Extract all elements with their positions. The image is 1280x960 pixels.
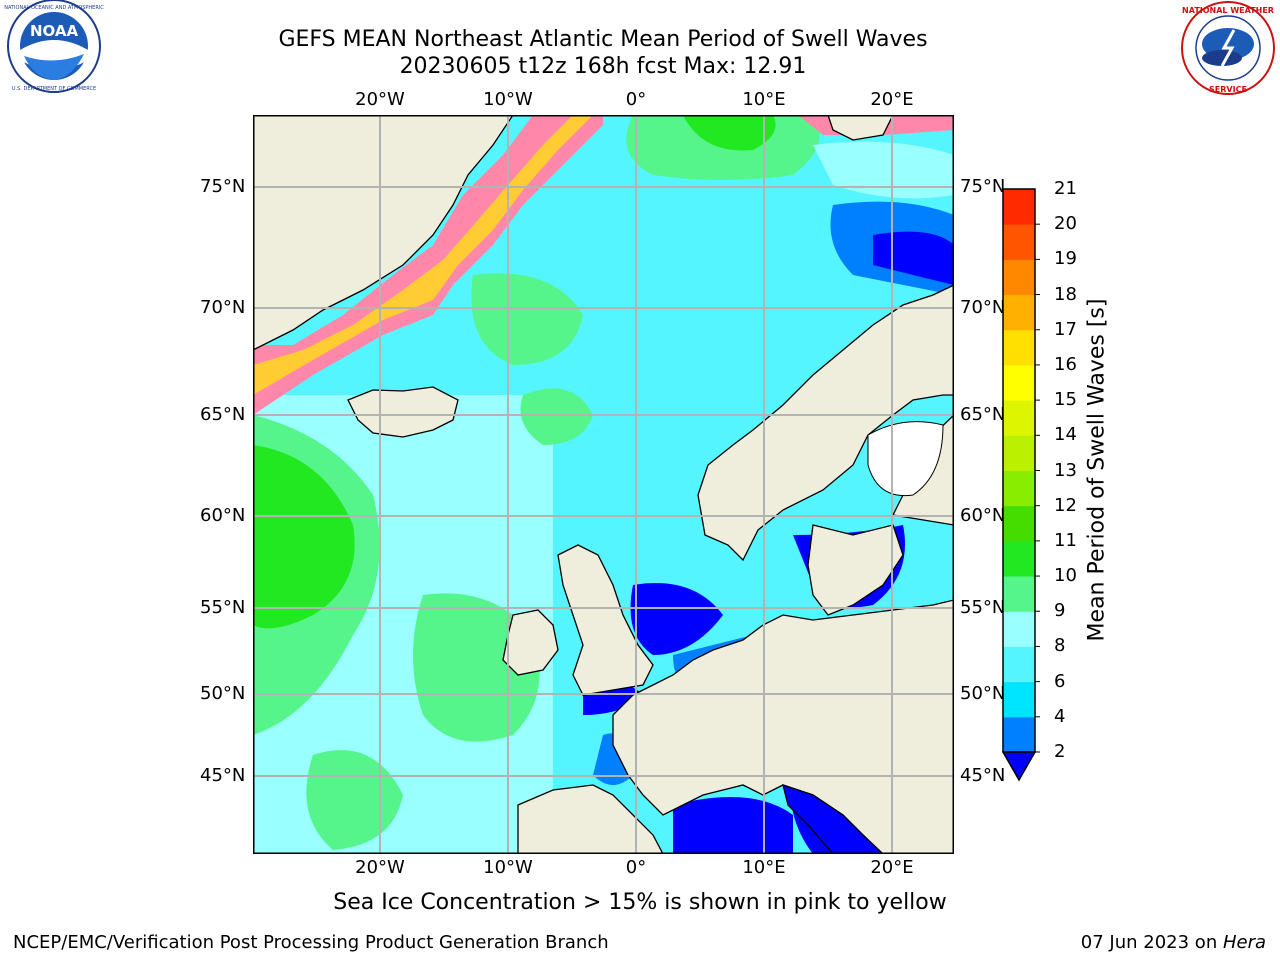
land-masses bbox=[253, 115, 954, 854]
lat-label-left-4: 60°N bbox=[200, 505, 246, 526]
lat-label-right-4: 60°N bbox=[960, 505, 1006, 526]
lat-label-right-1: 75°N bbox=[960, 176, 1006, 197]
svg-text:NOAA: NOAA bbox=[30, 22, 79, 40]
lat-label-left-1: 75°N bbox=[200, 176, 246, 197]
iceland bbox=[347, 386, 459, 438]
lon-label-bottom-2: 10°W bbox=[483, 857, 533, 878]
colorbar-segment bbox=[1003, 646, 1035, 683]
colorbar-label: Mean Period of Swell Waves [s] bbox=[1084, 298, 1110, 642]
colorbar-tick-label: 14 bbox=[1054, 424, 1077, 446]
footer-host: Hera bbox=[1222, 932, 1266, 953]
colorbar-segment bbox=[1003, 294, 1035, 331]
colorbar-segment bbox=[1003, 716, 1035, 753]
sea-ice-note: Sea Ice Concentration > 15% is shown in … bbox=[333, 890, 947, 915]
colorbar-tick-label: 17 bbox=[1054, 318, 1077, 340]
colorbar-tick-label: 2 bbox=[1054, 741, 1066, 762]
colorbar-segment bbox=[1003, 364, 1035, 401]
colorbar-tick-label: 11 bbox=[1054, 529, 1077, 551]
noaa-logo: NOAA NATIONAL OCEANIC AND ATMOSPHERIC U.… bbox=[4, 0, 104, 93]
svg-text:U.S. DEPARTMENT OF COMMERCE: U.S. DEPARTMENT OF COMMERCE bbox=[12, 86, 96, 92]
map-title: GEFS MEAN Northeast Atlantic Mean Period… bbox=[278, 27, 928, 52]
colorbar-segment bbox=[1003, 576, 1035, 612]
lon-label-top-4: 10°E bbox=[742, 89, 786, 110]
great-britain bbox=[557, 544, 654, 696]
colorbar-tick-label: 8 bbox=[1054, 635, 1066, 657]
lon-label-top-3: 0° bbox=[625, 89, 647, 110]
colorbar-tick-label: 9 bbox=[1054, 600, 1066, 622]
svg-text:NATIONAL OCEANIC AND ATMOSPHER: NATIONAL OCEANIC AND ATMOSPHERIC bbox=[4, 5, 104, 11]
svalbard bbox=[827, 115, 894, 141]
colorbar bbox=[1001, 188, 1040, 782]
lon-label-top-1: 20°W bbox=[355, 89, 405, 110]
colorbar-segment bbox=[1003, 470, 1035, 507]
colorbar-tick-label: 4 bbox=[1054, 705, 1066, 727]
lat-label-left-7: 45°N bbox=[200, 765, 246, 786]
continental-europe bbox=[612, 599, 954, 854]
lat-label-left-6: 50°N bbox=[200, 683, 246, 704]
lat-label-left-3: 65°N bbox=[200, 404, 246, 425]
colorbar-tick-label: 20 bbox=[1054, 213, 1077, 235]
iberia bbox=[517, 784, 664, 854]
colorbar-segment bbox=[1003, 681, 1035, 718]
lat-label-right-6: 50°N bbox=[960, 683, 1006, 704]
colorbar-tick-label: 18 bbox=[1054, 283, 1077, 305]
colorbar-tick-label: 13 bbox=[1054, 459, 1077, 481]
lat-label-right-5: 55°N bbox=[960, 597, 1006, 618]
scandinavia bbox=[697, 284, 954, 562]
map-subtitle: 20230605 t12z 168h fcst Max: 12.91 bbox=[399, 54, 807, 79]
footer-date-text: 07 Jun 2023 on bbox=[1080, 932, 1223, 953]
svg-text:SERVICE: SERVICE bbox=[1209, 85, 1247, 94]
lat-label-right-2: 70°N bbox=[960, 297, 1006, 318]
colorbar-tick-label: 21 bbox=[1054, 178, 1077, 199]
footer-credit: NCEP/EMC/Verification Post Processing Pr… bbox=[13, 932, 609, 953]
map-panel bbox=[253, 115, 954, 854]
greenland bbox=[253, 115, 514, 351]
colorbar-segment bbox=[1003, 540, 1035, 577]
lat-label-right-7: 45°N bbox=[960, 765, 1006, 786]
colorbar-segment bbox=[1003, 259, 1035, 296]
colorbar-segment bbox=[1003, 611, 1035, 647]
colorbar-segment bbox=[1003, 505, 1035, 542]
ireland bbox=[502, 609, 559, 676]
lon-label-top-5: 20°E bbox=[870, 89, 914, 110]
colorbar-segment bbox=[1003, 329, 1035, 366]
lat-label-left-2: 70°N bbox=[200, 297, 246, 318]
colorbar-segment bbox=[1003, 189, 1035, 225]
colorbar-segment bbox=[1003, 224, 1035, 260]
gulf-of-bothnia bbox=[867, 421, 944, 497]
footer-date: 07 Jun 2023 on Hera bbox=[1081, 932, 1266, 953]
lon-label-bottom-1: 20°W bbox=[355, 857, 405, 878]
graticule bbox=[253, 115, 954, 854]
lat-label-left-5: 55°N bbox=[200, 597, 246, 618]
colorbar-segment bbox=[1003, 400, 1035, 436]
lon-label-bottom-4: 10°E bbox=[742, 857, 786, 878]
colorbar-tick-label: 19 bbox=[1054, 248, 1077, 270]
lon-label-bottom-3: 0° bbox=[625, 857, 647, 878]
lon-label-bottom-5: 20°E bbox=[870, 857, 914, 878]
nws-logo: NATIONAL WEATHER SERVICE bbox=[1181, 1, 1275, 95]
colorbar-tick-label: 10 bbox=[1054, 565, 1077, 587]
colorbar-tick-label: 16 bbox=[1054, 353, 1077, 375]
lat-label-right-3: 65°N bbox=[960, 404, 1006, 425]
svg-text:NATIONAL WEATHER: NATIONAL WEATHER bbox=[1182, 6, 1274, 15]
colorbar-tick-label: 12 bbox=[1054, 494, 1077, 516]
colorbar-tick-label: 6 bbox=[1054, 670, 1066, 692]
colorbar-under-arrow bbox=[1001, 751, 1037, 782]
lon-label-top-2: 10°W bbox=[483, 89, 533, 110]
colorbar-tick-label: 15 bbox=[1054, 389, 1077, 411]
colorbar-segment bbox=[1003, 435, 1035, 471]
